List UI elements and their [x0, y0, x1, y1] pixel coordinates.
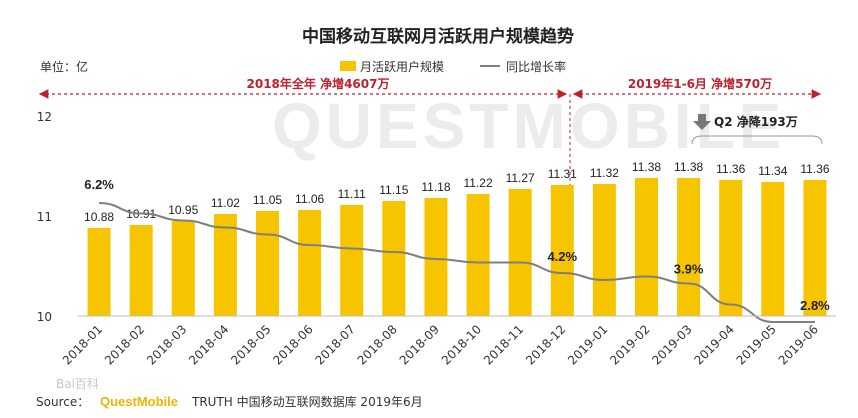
q2-bracket [691, 135, 823, 145]
x-tick-label: 2019-05 [734, 322, 779, 367]
bar-value-labels: 10.88 10.91 10.95 11.02 11.05 11.06 11.11 11.15… [84, 160, 830, 224]
bar-value-label: 11.31 [548, 167, 577, 181]
baidu-watermark: Bai百科 [56, 377, 99, 391]
growth-rate-label: 2.8% [800, 298, 830, 313]
bar-value-label: 11.38 [674, 160, 703, 174]
growth-rate-labels: 6.2% 4.2% 3.9% 2.8% [84, 177, 830, 313]
period-2018-label: 2018年全年 净增4607万 [247, 76, 390, 91]
bar-value-label: 11.05 [253, 193, 282, 207]
bar [508, 189, 532, 316]
x-tick-label: 2018-09 [397, 322, 442, 367]
bar [761, 182, 785, 316]
bar-series [87, 178, 827, 316]
source-brand: QuestMobile [100, 394, 178, 409]
bar [803, 180, 827, 316]
bar-value-label: 11.22 [463, 176, 492, 190]
y-tick-label: 12 [37, 110, 52, 124]
unit-label: 单位：亿 [40, 59, 88, 74]
legend: 月活跃用户规模 同比增长率 [340, 59, 566, 74]
bar-value-label: 11.34 [758, 164, 787, 178]
legend-line-label: 同比增长率 [506, 59, 566, 74]
growth-line-series [99, 202, 815, 323]
growth-rate-label: 6.2% [84, 177, 114, 192]
x-tick-label: 2019-02 [607, 322, 652, 367]
bar [87, 228, 111, 316]
bar [592, 184, 616, 316]
x-tick-label: 2019-03 [649, 322, 694, 367]
x-tick-label: 2019-01 [565, 322, 610, 367]
y-tick-label: 11 [37, 210, 52, 224]
bar-value-label: 11.38 [632, 160, 661, 174]
x-axis: 2018-012018-022018-032018-042018-052018-… [60, 315, 836, 368]
chart-title: 中国移动互联网月活跃用户规模趋势 [302, 26, 574, 47]
legend-bar-swatch [340, 61, 356, 71]
source-text: TRUTH 中国移动互联网数据库 2019年6月 [191, 394, 423, 409]
x-tick-label: 2018-02 [102, 322, 147, 367]
bar [466, 194, 490, 316]
x-tick-label: 2018-01 [60, 322, 105, 367]
x-tick-label: 2018-03 [144, 322, 189, 367]
watermark-text: QUESTMOBILE [272, 90, 785, 162]
bar [719, 180, 743, 316]
legend-bar-label: 月活跃用户规模 [360, 59, 444, 74]
x-tick-label: 2018-04 [186, 322, 231, 367]
y-axis: 10 11 12 [37, 110, 52, 324]
bar-value-label: 11.11 [338, 187, 367, 201]
bar [340, 205, 364, 316]
bar [635, 178, 658, 316]
x-tick-label: 2018-11 [481, 322, 526, 367]
q2-annotation: Q2 净降193万 [691, 114, 823, 145]
bar [298, 210, 322, 316]
bar [424, 198, 448, 316]
x-tick-label: 2018-10 [439, 322, 484, 367]
x-tick-label: 2018-05 [228, 322, 273, 367]
bar-value-label: 10.95 [168, 203, 198, 217]
bar [550, 185, 574, 316]
source-prefix: Source： [36, 395, 89, 409]
x-tick-label: 2018-06 [270, 322, 315, 367]
x-tick-label: 2019-06 [776, 322, 821, 367]
growth-rate-label: 4.2% [547, 249, 577, 264]
down-arrow-icon [693, 114, 711, 130]
source-note: Source： QuestMobile TRUTH 中国移动互联网数据库 201… [36, 394, 423, 409]
bar [213, 214, 237, 316]
bar-value-label: 11.02 [211, 196, 240, 210]
bar-value-label: 11.36 [716, 162, 745, 176]
bar [256, 211, 279, 316]
bar [171, 221, 195, 316]
x-tick-label: 2018-12 [523, 322, 568, 367]
bar-value-label: 11.18 [421, 180, 450, 194]
growth-line [99, 202, 815, 323]
y-tick-label: 10 [37, 310, 52, 324]
q2-label: Q2 净降193万 [714, 114, 798, 129]
bar [382, 201, 406, 316]
bar-value-label: 11.27 [506, 171, 535, 185]
bar-value-label: 10.88 [84, 210, 114, 224]
bar-value-label: 11.36 [800, 162, 829, 176]
bar-value-label: 11.15 [379, 183, 408, 197]
bar [677, 178, 701, 316]
x-tick-label: 2018-08 [355, 322, 400, 367]
bar [129, 225, 153, 316]
x-tick-label: 2019-04 [691, 322, 736, 367]
bar-value-label: 11.32 [590, 166, 619, 180]
x-tick-label: 2018-07 [312, 322, 357, 367]
bar-value-label: 11.06 [295, 192, 324, 206]
period-annotations: 2018年全年 净增4607万 2019年1-6月 净增570万 [38, 76, 822, 316]
growth-rate-label: 3.9% [674, 262, 704, 277]
period-2019-label: 2019年1-6月 净增570万 [628, 76, 772, 91]
